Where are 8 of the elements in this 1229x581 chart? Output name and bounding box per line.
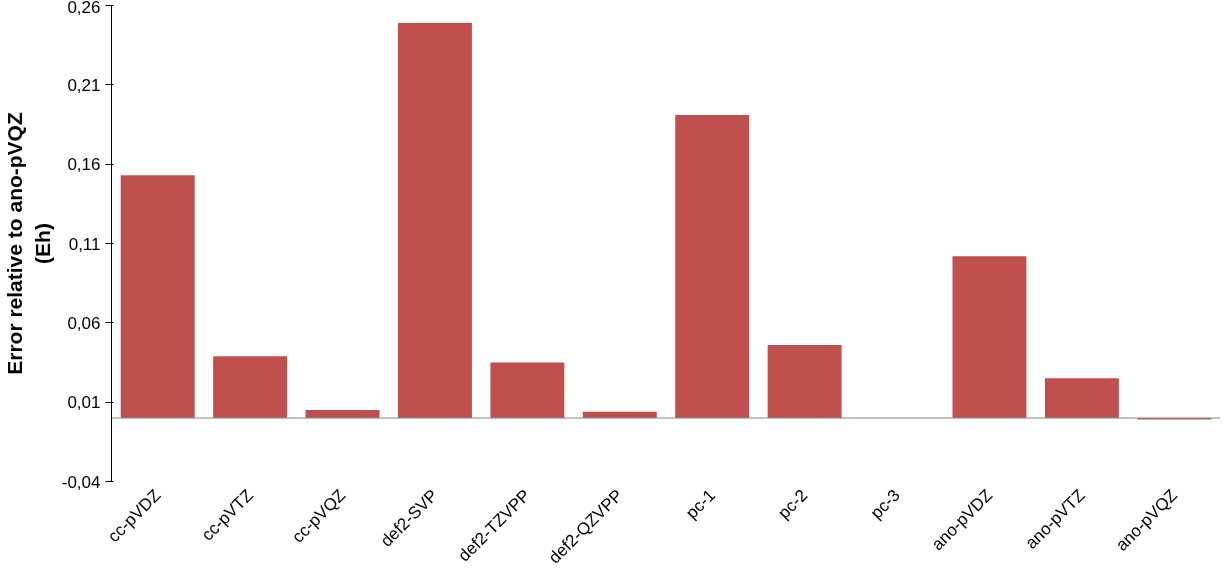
y-tick-label: 0,16	[67, 155, 101, 175]
y-axis-title: Error relative to ano-pVQZ (Eh)	[3, 112, 54, 375]
y-tick-label: 0,21	[67, 75, 101, 95]
y-tick-label: -0,04	[61, 472, 101, 492]
y-tick-label: 0,11	[68, 234, 101, 254]
y-tick-label: 0,26	[67, 0, 101, 17]
y-tick-label: 0,06	[67, 313, 101, 333]
y-tick-label: 0,01	[67, 393, 101, 413]
